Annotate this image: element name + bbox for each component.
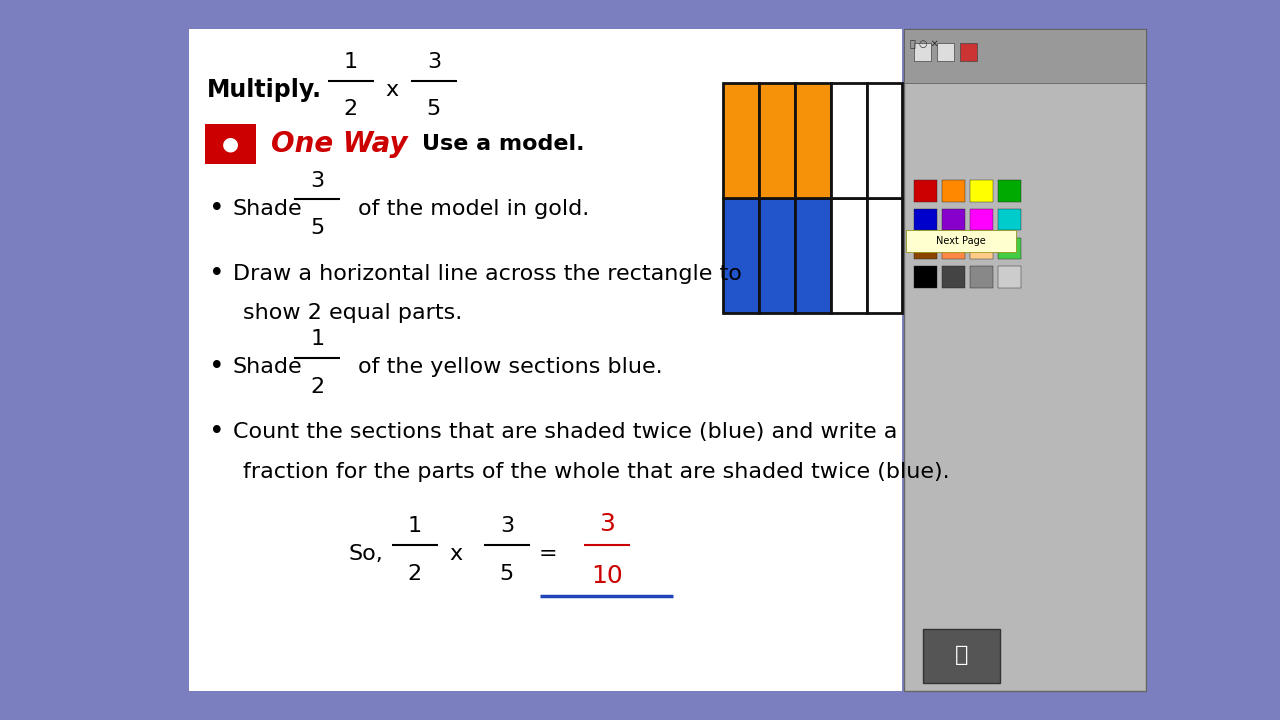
Bar xyxy=(904,29,1146,83)
Bar xyxy=(189,29,902,691)
Bar xyxy=(942,180,965,202)
Text: ⬛ ○ ✕: ⬛ ○ ✕ xyxy=(910,38,938,48)
Text: Use a model.: Use a model. xyxy=(422,134,585,154)
Bar xyxy=(914,266,937,288)
Bar xyxy=(914,209,937,230)
Text: x: x xyxy=(385,80,398,100)
Bar xyxy=(867,198,902,313)
Text: •: • xyxy=(209,419,224,445)
Text: =: = xyxy=(539,544,557,564)
Text: Multiply.: Multiply. xyxy=(207,78,323,102)
Bar xyxy=(831,198,867,313)
Text: 5: 5 xyxy=(426,99,442,120)
Text: 2: 2 xyxy=(407,564,422,584)
Bar xyxy=(937,43,954,61)
Bar xyxy=(205,124,256,163)
Text: Shade: Shade xyxy=(233,357,302,377)
Text: 3: 3 xyxy=(499,516,515,536)
Bar xyxy=(970,209,993,230)
Bar xyxy=(723,83,759,198)
Bar xyxy=(759,83,795,198)
Bar xyxy=(906,230,1016,252)
Text: 2: 2 xyxy=(310,377,325,397)
Text: Shade: Shade xyxy=(233,199,302,219)
Bar xyxy=(831,83,867,198)
Text: 5: 5 xyxy=(499,564,515,584)
Text: 1: 1 xyxy=(343,52,358,72)
Text: fraction for the parts of the whole that are shaded twice (blue).: fraction for the parts of the whole that… xyxy=(243,462,950,482)
Bar xyxy=(998,238,1021,259)
Bar xyxy=(970,266,993,288)
Text: 2: 2 xyxy=(343,99,358,120)
Text: •: • xyxy=(209,261,224,287)
Text: 1: 1 xyxy=(407,516,422,536)
Bar xyxy=(998,180,1021,202)
Text: 1: 1 xyxy=(310,329,325,349)
Bar xyxy=(904,29,1146,691)
Text: 🗑: 🗑 xyxy=(955,645,968,665)
Bar xyxy=(867,83,902,198)
Text: x: x xyxy=(449,544,462,564)
Bar xyxy=(795,83,831,198)
Bar xyxy=(960,43,977,61)
Bar xyxy=(970,238,993,259)
Text: 10: 10 xyxy=(591,564,622,588)
Text: Count the sections that are shaded twice (blue) and write a: Count the sections that are shaded twice… xyxy=(233,422,897,442)
Bar xyxy=(942,266,965,288)
Text: show 2 equal parts.: show 2 equal parts. xyxy=(243,303,462,323)
Bar xyxy=(914,180,937,202)
Bar xyxy=(914,238,937,259)
Bar xyxy=(759,198,795,313)
Text: ●: ● xyxy=(221,135,239,153)
Bar xyxy=(942,238,965,259)
Text: 3: 3 xyxy=(426,52,442,72)
Bar xyxy=(914,43,931,61)
Text: 3: 3 xyxy=(599,513,614,536)
Bar xyxy=(723,198,759,313)
Text: One Way: One Way xyxy=(271,130,408,158)
Bar xyxy=(970,180,993,202)
Bar xyxy=(998,209,1021,230)
Bar xyxy=(942,209,965,230)
Text: 5: 5 xyxy=(310,218,325,238)
Bar xyxy=(923,629,1000,683)
Text: So,: So, xyxy=(348,544,383,564)
Text: Next Page: Next Page xyxy=(937,236,986,246)
Bar xyxy=(998,266,1021,288)
Text: Draw a horizontal line across the rectangle to: Draw a horizontal line across the rectan… xyxy=(233,264,742,284)
Text: •: • xyxy=(209,354,224,380)
Bar xyxy=(795,198,831,313)
Text: •: • xyxy=(209,196,224,222)
Text: of the model in gold.: of the model in gold. xyxy=(358,199,590,219)
Text: of the yellow sections blue.: of the yellow sections blue. xyxy=(358,357,663,377)
Text: 3: 3 xyxy=(310,171,325,191)
